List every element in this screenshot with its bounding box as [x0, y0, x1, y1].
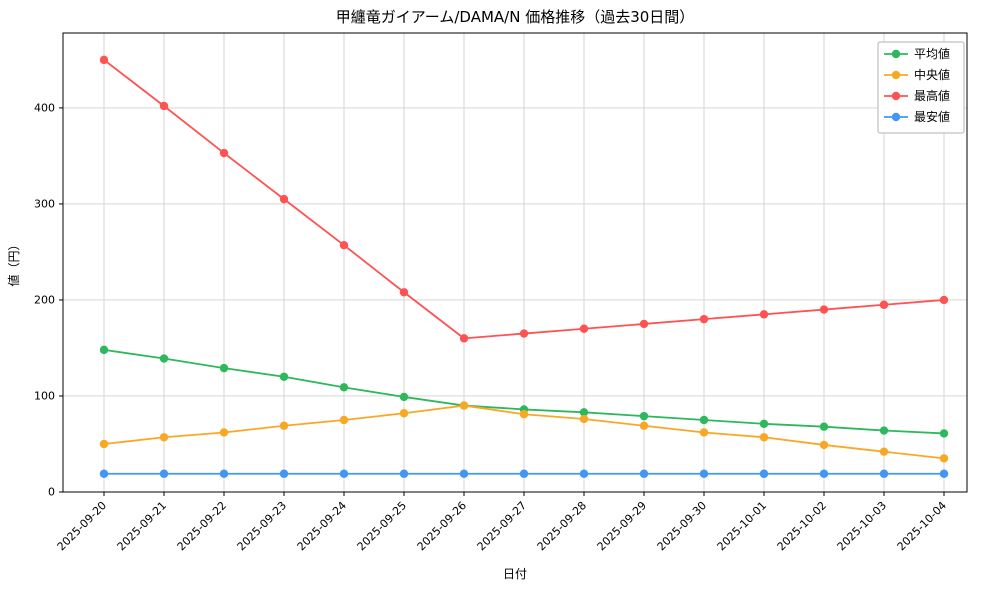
y-axis: 0 100 200 300 400: [34, 101, 63, 499]
legend-label: 最安値: [914, 109, 950, 124]
data-point: [279, 469, 289, 478]
data-point: [99, 439, 109, 449]
legend-marker: [891, 49, 901, 59]
data-point: [939, 429, 949, 438]
y-tick-label: 400: [34, 101, 55, 114]
data-point: [159, 101, 169, 111]
data-point: [939, 454, 949, 463]
data-point: [339, 469, 349, 478]
data-point: [879, 426, 889, 435]
data-point: [579, 414, 589, 424]
data-point: [879, 447, 889, 456]
data-point: [339, 415, 349, 425]
data-point: [99, 469, 109, 478]
data-point: [579, 324, 589, 333]
y-tick-label: 300: [34, 197, 55, 210]
legend-item: 平均値: [884, 46, 950, 61]
series-3: [99, 469, 949, 478]
data-point: [399, 469, 409, 478]
y-tick-label: 0: [48, 486, 55, 499]
data-point: [159, 433, 169, 442]
legend-label: 平均値: [914, 46, 950, 61]
legend-label: 中央値: [914, 67, 950, 82]
data-point: [879, 469, 889, 478]
data-point: [819, 440, 829, 450]
data-point: [279, 421, 289, 430]
legend-marker: [891, 91, 901, 101]
legend-box: [877, 41, 965, 134]
data-point: [399, 392, 409, 402]
data-point: [159, 354, 169, 363]
legend-label: 最高値: [914, 88, 950, 103]
data-point: [99, 345, 109, 355]
data-point: [639, 319, 649, 329]
data-point: [459, 469, 469, 478]
series-1: [99, 401, 949, 463]
data-point: [939, 469, 949, 478]
series-2: [99, 55, 949, 343]
legend-marker: [891, 70, 901, 80]
data-point: [759, 469, 769, 478]
data-point: [639, 469, 649, 478]
data-point: [99, 55, 109, 65]
data-point: [519, 329, 529, 338]
y-tick-label: 100: [34, 389, 55, 402]
legend-item: 最安値: [884, 109, 950, 124]
data-point: [759, 433, 769, 442]
data-point: [519, 469, 529, 478]
data-point: [759, 310, 769, 319]
data-point: [279, 372, 289, 381]
data-point: [399, 409, 409, 418]
y-tick-label: 200: [34, 293, 55, 306]
data-point: [219, 469, 229, 478]
data-point: [819, 305, 829, 314]
plot-border: [62, 32, 968, 493]
data-point: [879, 300, 889, 309]
chart-title: 甲纏竜ガイアーム/DAMA/N 価格推移（過去30日間）: [336, 8, 695, 26]
grid-lines: [63, 33, 967, 493]
data-point: [459, 334, 469, 343]
data-point: [339, 383, 349, 392]
legend-item: 最高値: [884, 88, 950, 103]
data-point: [639, 421, 649, 430]
y-axis-label: 値（円）: [6, 238, 21, 286]
data-point: [219, 148, 229, 158]
data-point: [579, 408, 589, 417]
data-point: [939, 295, 949, 305]
data-point: [759, 419, 769, 429]
data-point: [819, 422, 829, 431]
data-point: [519, 410, 529, 419]
data-point: [699, 428, 709, 437]
x-axis-label: 日付: [503, 567, 527, 581]
data-point: [219, 363, 229, 373]
data-point: [819, 469, 829, 478]
data-point: [699, 469, 709, 478]
data-point: [639, 411, 649, 421]
data-point: [579, 469, 589, 478]
series-0: [99, 345, 949, 438]
data-point: [339, 241, 349, 250]
data-point: [399, 288, 409, 297]
data-point: [219, 428, 229, 437]
data-point: [159, 469, 169, 478]
legend-item: 中央値: [884, 67, 950, 82]
data-point: [279, 194, 289, 204]
legend-marker: [891, 112, 901, 122]
data-point: [699, 415, 709, 425]
data-point: [699, 314, 709, 324]
data-point: [459, 401, 469, 410]
